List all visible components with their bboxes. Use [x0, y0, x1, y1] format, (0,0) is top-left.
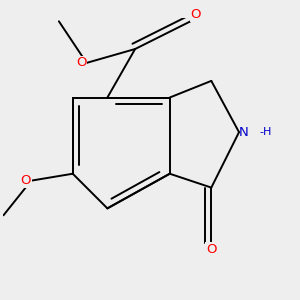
Text: -H: -H — [259, 127, 272, 137]
Text: N: N — [239, 126, 249, 139]
Text: O: O — [190, 8, 201, 21]
Text: O: O — [21, 174, 31, 187]
Text: O: O — [76, 56, 87, 69]
Text: O: O — [206, 243, 217, 256]
